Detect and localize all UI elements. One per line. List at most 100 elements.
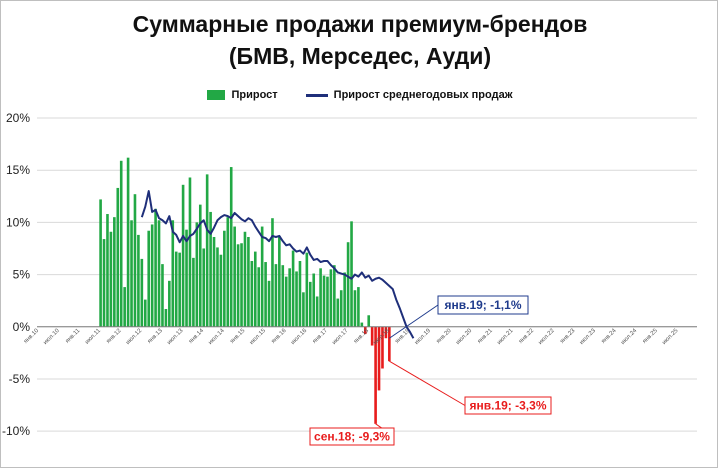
bar — [168, 280, 171, 327]
bar — [271, 218, 274, 327]
bar — [130, 220, 133, 327]
bar — [377, 326, 381, 391]
x-tick-label: янв.12 — [106, 327, 124, 345]
y-tick-label: 5% — [13, 268, 31, 282]
x-tick-label: июл.11 — [84, 327, 102, 345]
bar — [126, 157, 130, 327]
x-tick-label: июл.23 — [579, 327, 598, 346]
bar — [219, 254, 223, 327]
x-tick-label: янв.24 — [601, 327, 619, 345]
x-tick-label: июл.25 — [661, 327, 680, 346]
callout-sep18-text: сен.18; -9,3% — [314, 430, 390, 444]
x-tick-label: июл.14 — [208, 327, 227, 346]
bar — [198, 204, 202, 327]
bar — [119, 160, 123, 327]
bar — [147, 230, 151, 327]
y-tick-label: 0% — [13, 320, 31, 334]
bar — [181, 184, 185, 327]
bar — [305, 252, 309, 327]
x-tick-label: янв.25 — [642, 327, 660, 345]
avg-growth-line — [140, 190, 415, 339]
bar — [123, 287, 126, 327]
bar — [260, 226, 264, 327]
callout-jan19-bar: янв.19; -3,3% — [389, 360, 552, 415]
bar — [143, 299, 147, 327]
bar — [257, 267, 261, 327]
bar — [308, 281, 312, 327]
bar — [357, 287, 360, 327]
bar — [174, 251, 178, 327]
bar — [216, 247, 219, 327]
callout-jan19-bar-text: янв.19; -3,3% — [470, 399, 547, 413]
x-tick-label: янв.17 — [312, 327, 330, 345]
bar — [236, 244, 240, 327]
bar — [274, 264, 278, 327]
callout-sep18-box — [309, 427, 395, 446]
bar — [264, 262, 267, 327]
bar — [291, 250, 295, 327]
x-tick-label: июл.10 — [43, 327, 62, 346]
x-tick-label: июл.22 — [538, 327, 557, 346]
bar — [109, 231, 113, 327]
x-tick-label: янв.23 — [559, 327, 577, 345]
bar — [333, 265, 336, 327]
x-tick-label: июл.19 — [414, 327, 433, 346]
x-tick-label: янв.21 — [477, 327, 495, 345]
bar — [185, 229, 188, 327]
callout-jan19-bar-box — [464, 396, 552, 415]
bar — [240, 243, 243, 327]
bar — [302, 292, 305, 327]
bar — [339, 290, 343, 327]
chart-legend: Прирост Прирост среднегодовых продаж — [0, 86, 720, 104]
x-tick-label: янв.22 — [518, 327, 536, 345]
y-tick-label: 10% — [6, 215, 30, 229]
bar — [295, 271, 298, 327]
callout-jan19-line-text: янв.19; -1,1% — [445, 298, 522, 312]
bar — [350, 221, 353, 327]
bar — [363, 326, 367, 335]
y-tick-label: 15% — [6, 163, 30, 177]
bar — [212, 236, 216, 327]
x-tick-label: июл.12 — [125, 327, 144, 346]
x-tick-label: янв.18 — [353, 327, 371, 345]
bar — [243, 231, 247, 327]
bar — [202, 248, 206, 327]
chart-title-line2: (БМВ, Мерседес, Ауди) — [228, 43, 492, 69]
x-tick-label: янв.11 — [65, 327, 82, 344]
bar — [360, 322, 364, 327]
bar — [288, 268, 291, 327]
bar — [336, 298, 340, 327]
legend-item-line: Прирост среднегодовых продаж — [305, 89, 513, 101]
callout-jan19-bar-leader — [389, 360, 466, 406]
bar — [267, 280, 271, 327]
callout-jan19-line-leader — [389, 304, 439, 339]
bar — [346, 242, 350, 327]
bar — [106, 214, 109, 327]
bar — [298, 260, 302, 327]
bar — [343, 272, 346, 327]
x-tick-label: янв.20 — [436, 327, 454, 345]
x-tick-label: июл.20 — [455, 327, 474, 346]
bar — [253, 251, 257, 327]
bar — [319, 268, 322, 327]
bar — [367, 315, 371, 327]
bar — [164, 309, 168, 327]
bar — [384, 326, 388, 339]
bar — [326, 276, 329, 327]
bar — [388, 326, 391, 362]
y-tick-label: 20% — [6, 111, 30, 125]
callout-jan19-line: янв.19; -1,1% — [389, 295, 529, 339]
y-tick-label: -5% — [9, 372, 31, 386]
bar — [370, 326, 374, 346]
bar — [223, 230, 226, 327]
callout-sep18: сен.18; -9,3% — [309, 423, 395, 446]
bar — [157, 220, 161, 327]
x-tick-label: июл.24 — [620, 327, 639, 346]
bar — [381, 326, 384, 369]
bar — [161, 264, 164, 327]
bar — [116, 187, 120, 327]
bar — [113, 217, 116, 327]
x-tick-label: июл.13 — [166, 327, 185, 346]
bar — [150, 224, 154, 327]
